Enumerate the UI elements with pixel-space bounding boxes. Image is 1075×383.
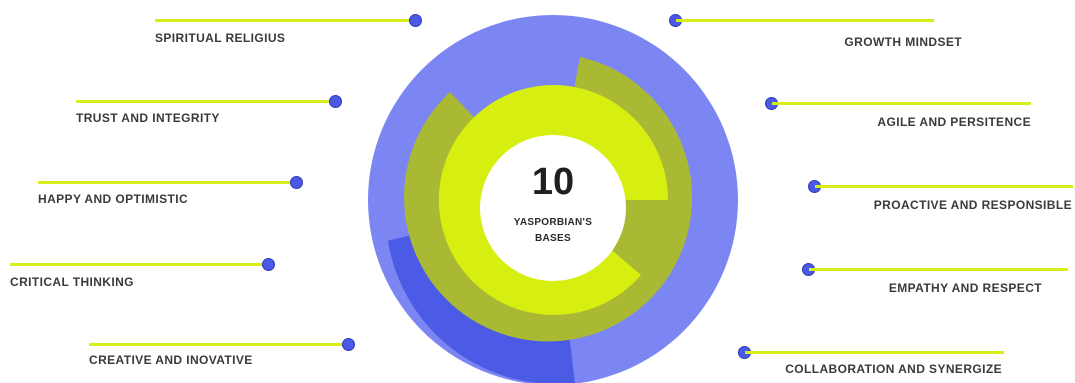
item-label-right-4: EMPATHY AND RESPECT: [888, 281, 1042, 295]
connector-line-right-4: [809, 268, 1068, 271]
connector-line-left-3: [38, 181, 297, 184]
connector-line-right-5: [745, 351, 1004, 354]
item-label-right-1: GROWTH MINDSET: [844, 35, 962, 49]
item-label-left-1: SPIRITUAL RELIGIUS: [155, 31, 286, 45]
center-circle: [480, 135, 626, 281]
connector-line-right-2: [772, 102, 1031, 105]
item-label-left-2: TRUST AND INTEGRITY: [76, 111, 220, 125]
connector-line-right-3: [815, 185, 1073, 188]
marker-dot-left-2: [329, 95, 342, 108]
marker-dot-left-4: [262, 258, 275, 271]
item-label-left-3: HAPPY AND OPTIMISTIC: [38, 192, 189, 206]
item-label-left-4: CRITICAL THINKING: [10, 275, 134, 289]
connector-line-left-1: [155, 19, 416, 22]
marker-dot-left-5: [342, 338, 355, 351]
center-caption-line1: YASPORBIAN'S: [513, 217, 593, 228]
connector-line-left-4: [10, 263, 268, 266]
connector-line-left-2: [76, 100, 336, 103]
connector-line-left-5: [89, 343, 349, 346]
marker-dot-left-3: [290, 176, 303, 189]
center-caption-line2: BASES: [535, 233, 571, 244]
center-number: 10: [531, 161, 575, 203]
item-label-right-2: AGILE AND PERSITENCE: [877, 115, 1031, 129]
marker-dot-left-1: [409, 14, 422, 27]
connector-line-right-1: [676, 19, 934, 22]
center-caption: YASPORBIAN'S BASES: [493, 215, 613, 247]
item-label-left-5: CREATIVE AND INOVATIVE: [89, 353, 253, 367]
item-label-right-3: PROACTIVE AND RESPONSIBLE: [873, 198, 1072, 212]
item-label-right-5: COLLABORATION AND SYNERGIZE: [785, 362, 1002, 376]
